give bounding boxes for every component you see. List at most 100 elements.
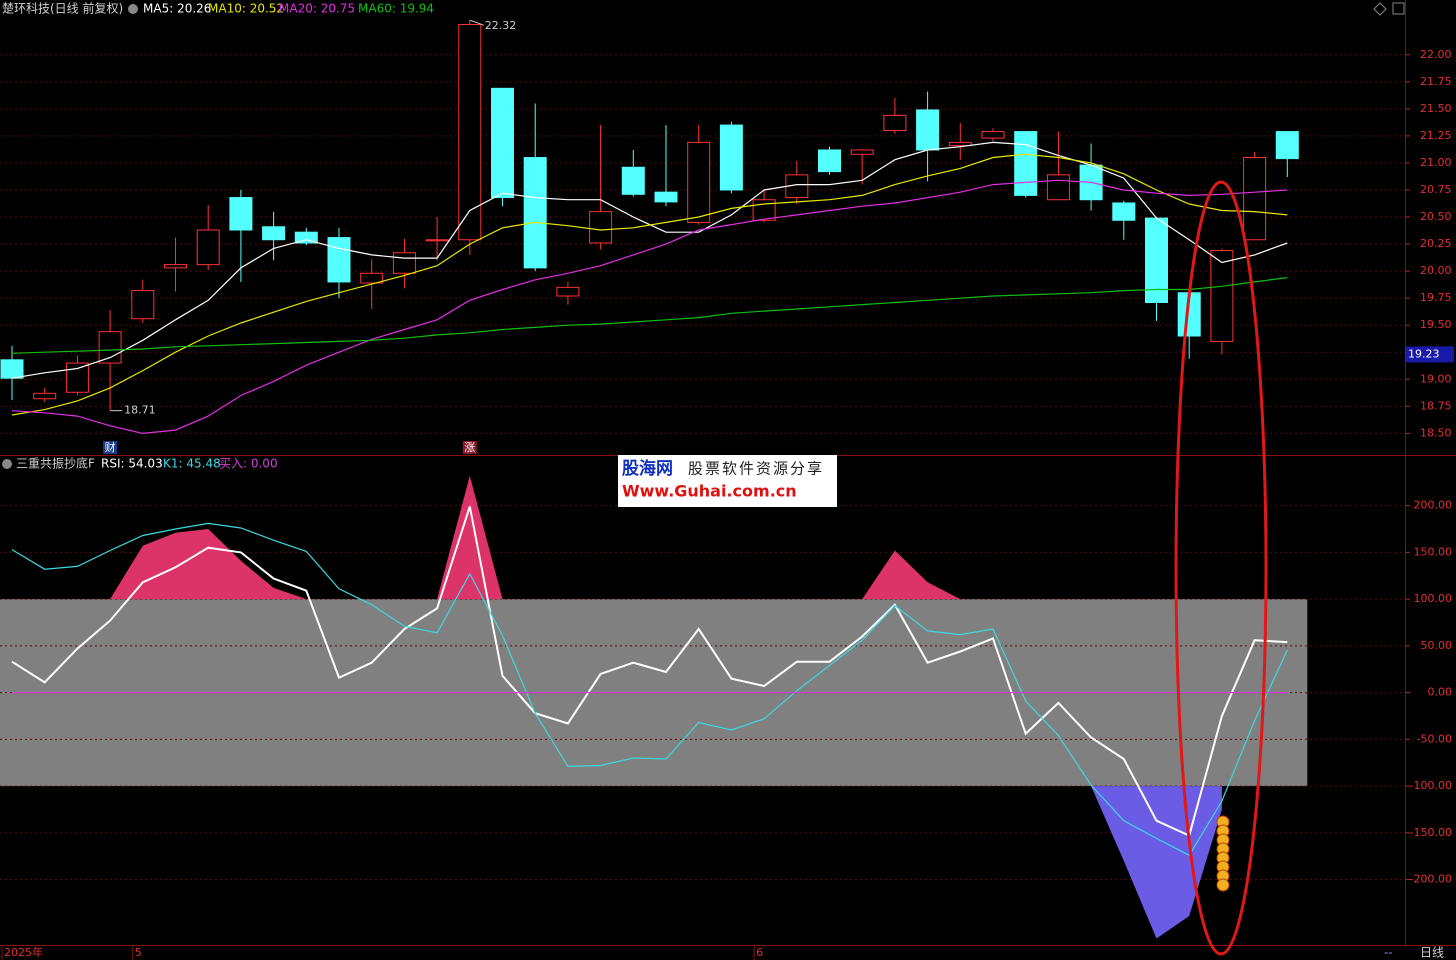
candle-body [621, 166, 645, 195]
candle-body [262, 226, 286, 241]
y-tick-label: -50.00 [1417, 732, 1452, 745]
signal-area [1091, 786, 1222, 939]
candle-body [425, 239, 449, 242]
y-tick-label: 20.75 [1420, 183, 1452, 196]
y-tick-label: 100.00 [1414, 592, 1453, 605]
legend-entry: K1: 45.48 [163, 457, 221, 471]
highlight-ellipse [1174, 180, 1268, 956]
candle-body [65, 362, 89, 393]
signal-coin [1216, 878, 1230, 892]
x-tick-label: 6 [756, 946, 763, 959]
candle-body [1210, 250, 1234, 342]
y-tick-label: 22.00 [1420, 48, 1452, 61]
candle-body [1243, 157, 1267, 241]
candle-body [229, 197, 253, 231]
annotation: 财 [105, 440, 116, 454]
watermark-logo: 股海网 [622, 458, 673, 479]
candle-body [0, 359, 24, 379]
y-tick-label: 20.00 [1420, 264, 1452, 277]
y-tick-label: 19.50 [1420, 318, 1452, 331]
indicator-line [11, 522, 1288, 857]
y-tick-label: 200.00 [1414, 499, 1453, 512]
candle-body [196, 229, 220, 266]
candle-body [589, 211, 613, 244]
candle-body [458, 23, 482, 241]
candle-body [1014, 131, 1038, 196]
candle-body [883, 114, 907, 131]
y-tick-label: 20.50 [1420, 210, 1452, 223]
y-tick-label: 21.50 [1420, 102, 1452, 115]
price-tag-label: 19.23 [1408, 347, 1440, 360]
period-label: 日线 [1420, 946, 1444, 960]
legend-icon [2, 459, 12, 469]
legend-entry: MA5: 20.26 [143, 2, 211, 16]
candle-body [98, 331, 122, 364]
low-label: 18.71 [124, 404, 156, 417]
annotation: 涨 [464, 441, 475, 454]
high-label: 22.32 [485, 19, 517, 32]
chart-title: 楚环科技(日线 前复权) [2, 1, 123, 16]
legend-entry: MA60: 19.94 [358, 2, 434, 16]
y-tick-label: 150.00 [1414, 545, 1453, 558]
y-tick-label: 18.50 [1420, 426, 1452, 439]
annotation-box [103, 441, 118, 454]
y-tick-label: 19.75 [1420, 291, 1452, 304]
high-pointer [469, 19, 484, 26]
y-tick-label: -200.00 [1410, 873, 1452, 886]
y-tick-label: 18.75 [1420, 399, 1452, 412]
y-tick-label: 19.00 [1420, 372, 1452, 385]
y-tick-label: -150.00 [1410, 826, 1452, 839]
legend-entry: MA20: 20.75 [279, 2, 355, 16]
x-tick-label: 5 [135, 946, 142, 959]
y-tick-label: 21.75 [1420, 75, 1452, 88]
legend-icon [128, 4, 138, 14]
y-tick-label: 0.00 [1428, 686, 1453, 699]
candle-body [523, 157, 547, 269]
candle-body [33, 392, 57, 400]
candle-body [916, 109, 940, 151]
price-tag [1406, 346, 1454, 363]
candle-body [1112, 202, 1136, 221]
candle-body [556, 286, 580, 297]
watermark-box [618, 455, 837, 507]
legend-entry: 买入: 0.00 [219, 457, 278, 471]
signal-area [862, 550, 961, 600]
y-tick-label: 50.00 [1421, 639, 1453, 652]
signal-area [437, 475, 503, 600]
candle-body [164, 264, 187, 269]
watermark: 股海网 股票软件资源分享 Www.Guhai.com.cn [618, 455, 837, 507]
candle-body [687, 141, 711, 223]
indicator-line [11, 506, 1288, 837]
candle-body [1046, 174, 1070, 201]
annotation-box [462, 441, 477, 454]
candle-body [392, 252, 416, 274]
candle-body [948, 141, 972, 147]
candle-body [491, 87, 514, 199]
signal-area [110, 528, 307, 600]
watermark-url: Www.Guhai.com.cn [622, 482, 797, 501]
candle-body [654, 191, 678, 203]
ma-line [11, 179, 1288, 435]
indicator-title: 三重共振抄底F [16, 456, 95, 471]
legend-entry: RSI: 54.03 [101, 457, 163, 471]
y-tick-label: -100.00 [1410, 779, 1452, 792]
candle-body [360, 272, 384, 284]
candle-body [752, 199, 776, 221]
toolbar-icon[interactable] [1392, 2, 1405, 15]
candle-body [719, 124, 743, 191]
buy-signal [1216, 815, 1230, 892]
y-tick-label: 21.00 [1420, 156, 1452, 169]
candle-body [850, 149, 874, 155]
candle-body [327, 237, 351, 283]
ma-line [11, 153, 1288, 416]
status-label: -- [1384, 946, 1393, 960]
candle-body [294, 231, 318, 244]
ma-line [11, 277, 1288, 354]
watermark-slogan: 股票软件资源分享 [688, 460, 824, 478]
y-tick-label: 21.25 [1420, 129, 1452, 142]
candle-body [1275, 131, 1299, 160]
candle-body [131, 290, 155, 320]
toolbar-icon[interactable] [1373, 2, 1387, 16]
